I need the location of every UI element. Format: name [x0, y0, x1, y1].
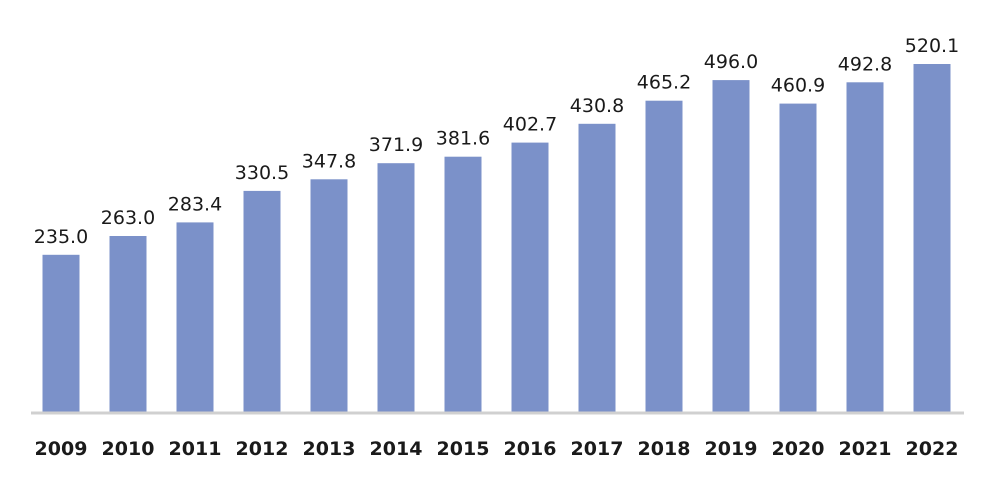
bar-2019 [712, 80, 750, 412]
value-label-2012: 330.5 [235, 162, 289, 184]
x-tick-label-2009: 2009 [35, 438, 88, 460]
x-tick-label-2015: 2015 [437, 438, 490, 460]
x-tick-label-2011: 2011 [169, 438, 222, 460]
x-tick-label-2012: 2012 [236, 438, 289, 460]
bar-2012 [243, 190, 281, 412]
value-label-2009: 235.0 [34, 226, 88, 248]
bar-2015 [444, 156, 482, 412]
bar-2013 [310, 179, 348, 412]
x-tick-label-2010: 2010 [102, 438, 155, 460]
value-label-2020: 460.9 [771, 75, 825, 97]
bar-2022 [913, 64, 951, 412]
x-tick-label-2019: 2019 [705, 438, 758, 460]
value-label-2013: 347.8 [302, 150, 356, 172]
value-label-2022: 520.1 [905, 35, 959, 57]
value-label-2016: 402.7 [503, 114, 557, 136]
x-tick-label-2022: 2022 [906, 438, 959, 460]
bar-2017 [578, 123, 616, 413]
x-tick-label-2014: 2014 [370, 438, 423, 460]
bar-2010 [109, 236, 147, 412]
bar-2014 [377, 163, 415, 412]
x-tick-labels-layer: 2009 2010 2011 2012 2013 2014 2015 2016 2017 2018… [35, 438, 959, 460]
x-tick-label-2020: 2020 [772, 438, 825, 460]
value-label-2021: 492.8 [838, 53, 892, 75]
bar-2018 [645, 100, 683, 412]
value-label-2010: 263.0 [101, 207, 155, 229]
bar-2016 [511, 142, 549, 412]
value-labels-layer: 235.0 263.0 283.4 330.5 347.8 371.9 381.6 402.7… [34, 35, 959, 248]
bars-layer [42, 64, 951, 413]
bar-2009 [42, 254, 80, 412]
value-label-2017: 430.8 [570, 95, 624, 117]
value-label-2015: 381.6 [436, 128, 490, 150]
x-tick-label-2021: 2021 [839, 438, 892, 460]
value-label-2011: 283.4 [168, 193, 222, 215]
bar-2011 [176, 222, 214, 412]
x-tick-label-2018: 2018 [638, 438, 691, 460]
x-tick-label-2016: 2016 [504, 438, 557, 460]
x-tick-label-2017: 2017 [571, 438, 624, 460]
x-tick-label-2013: 2013 [303, 438, 356, 460]
value-label-2014: 371.9 [369, 134, 423, 156]
value-label-2019: 496.0 [704, 51, 758, 73]
bar-2020 [779, 103, 817, 412]
value-label-2018: 465.2 [637, 72, 691, 94]
bar-2021 [846, 82, 884, 413]
